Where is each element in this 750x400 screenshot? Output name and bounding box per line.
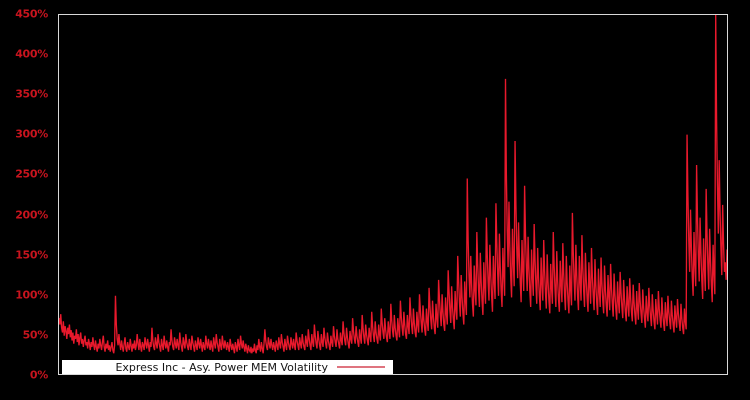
- plot-area: [58, 14, 728, 375]
- legend-label: Express Inc - Asy. Power MEM Volatility: [115, 360, 328, 374]
- chart-legend: Express Inc - Asy. Power MEM Volatility: [62, 360, 393, 374]
- y-axis-tick-label: 150%: [15, 248, 48, 262]
- y-axis-tick-label: 400%: [15, 47, 48, 61]
- volatility-series-line: [59, 15, 727, 374]
- y-axis-tick-label: 350%: [15, 87, 48, 101]
- y-axis-tick-label: 0%: [29, 368, 48, 382]
- y-axis-tick-label: 300%: [15, 127, 48, 141]
- legend-line-swatch: [337, 366, 385, 368]
- y-axis-tick-label: 200%: [15, 208, 48, 222]
- y-axis-tick-label: 250%: [15, 167, 48, 181]
- y-axis-tick-label: 50%: [22, 328, 49, 342]
- y-axis-tick-label: 100%: [15, 288, 48, 302]
- y-axis-tick-label: 450%: [15, 7, 48, 21]
